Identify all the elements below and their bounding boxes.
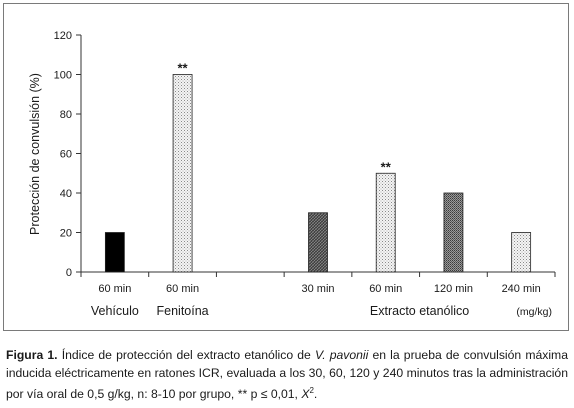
x-tick-label: 240 min: [502, 283, 541, 295]
y-tick-label: 60: [60, 149, 72, 161]
x-tick-labels: 60 min 60 min 30 min 60 min 120 min 240 min: [98, 283, 540, 295]
x-tick-label: 120 min: [434, 283, 473, 295]
y-tick-label: 20: [60, 228, 72, 240]
significance-marker: **: [178, 61, 189, 76]
x-tick-label: 30 min: [301, 283, 334, 295]
bar: [511, 232, 532, 273]
y-tick-label: 120: [54, 30, 72, 42]
significance-markers: ** **: [178, 61, 392, 175]
caption-species: V. pavonii: [314, 348, 369, 362]
bar: [172, 74, 193, 273]
bar: [443, 192, 464, 273]
figure-caption: Figura 1. Índice de protección del extra…: [6, 346, 568, 403]
x-ticks: [80, 272, 556, 277]
caption-chi-superscript: 2: [309, 386, 314, 395]
caption-chi: X: [301, 387, 310, 402]
x-tick-label: 60 min: [369, 283, 402, 295]
y-tick-label: 100: [54, 70, 72, 82]
bar: [104, 232, 125, 273]
y-tick-label: 0: [66, 267, 72, 279]
y-ticks: 0 20 40 60 80 100 120: [54, 30, 81, 279]
significance-marker: **: [381, 159, 392, 174]
caption-text-1: Índice de protección del extracto etanól…: [57, 348, 315, 362]
y-tick-label: 40: [60, 188, 72, 200]
caption-label: Figura 1.: [6, 348, 58, 362]
group-label: Extracto etanólico: [370, 304, 469, 318]
y-axis-title: Protección de convulsión (%): [28, 73, 42, 235]
group-label: Fenitoína: [157, 304, 209, 318]
x-tick-label: 60 min: [98, 283, 131, 295]
bar: [375, 172, 396, 273]
caption-text-2: en la prueba de convulsión máxima induci…: [6, 348, 568, 402]
chart-frame: 0 20 40 60 80 100 120 ** ** 60 min 60 min 30 min 6…: [3, 3, 569, 331]
caption-ending: .: [313, 387, 318, 402]
bar: [308, 212, 328, 273]
unit-label: (mg/kg): [516, 306, 552, 318]
y-tick-label: 80: [60, 109, 72, 121]
x-tick-label: 60 min: [166, 283, 199, 295]
group-label: Vehículo: [91, 304, 139, 318]
bars: [104, 74, 532, 273]
group-labels: Vehículo Fenitoína Extracto etanólico: [91, 304, 469, 318]
